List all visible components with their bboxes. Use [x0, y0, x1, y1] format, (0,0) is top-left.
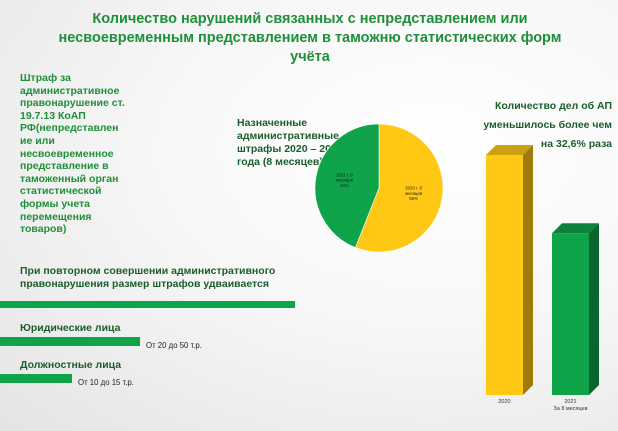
- decrease-line-3: на 32,6% раза: [540, 138, 612, 150]
- bar-category-label: 2020: [498, 399, 510, 405]
- bar-category-sublabel: За 8 месяцев: [553, 406, 587, 412]
- bar-top: [486, 145, 533, 155]
- officials-range: От 10 до 15 т.р.: [78, 378, 134, 387]
- decrease-line-1: Количество дел об АП: [494, 100, 612, 112]
- officials-label: Должностные лица: [20, 359, 122, 371]
- fine-article-text: Штраф за административное правонарушение…: [20, 72, 125, 236]
- doubling-note: При повторном совершении административно…: [20, 265, 276, 290]
- legal-entities-bar: [0, 337, 140, 346]
- bar-side: [589, 223, 599, 395]
- legal-entities-label: Юридические лица: [20, 322, 121, 334]
- doubling-bar: [0, 301, 295, 308]
- pie-slice-label: 2020 г. 8 месяцев 56%: [405, 186, 423, 201]
- bar-side: [523, 145, 533, 395]
- decrease-note: Количество дел об АП уменьшилось более ч…: [482, 97, 612, 154]
- bar: [552, 233, 589, 395]
- officials-bar: [0, 374, 72, 383]
- bar-category-label: 2021: [564, 399, 576, 405]
- chart-title: Количество нарушений связанных с непредс…: [58, 11, 562, 65]
- bar: [486, 155, 523, 395]
- pie-slice: [355, 123, 444, 253]
- decrease-line-2: уменьшилось более чем: [483, 119, 612, 131]
- pie-slice-label: 2021 г. 8 месяцев 44%: [336, 172, 354, 187]
- pie-slice: [314, 123, 380, 248]
- bar-top: [552, 223, 599, 234]
- pie-chart: 2020 г. 8 месяцев 56% 2021 г. 8 месяцев 44%: [314, 123, 444, 253]
- legal-entities-range: От 20 до 50 т.р.: [146, 341, 202, 350]
- pie-caption: Назначенные административные штрафы 2020…: [237, 117, 343, 168]
